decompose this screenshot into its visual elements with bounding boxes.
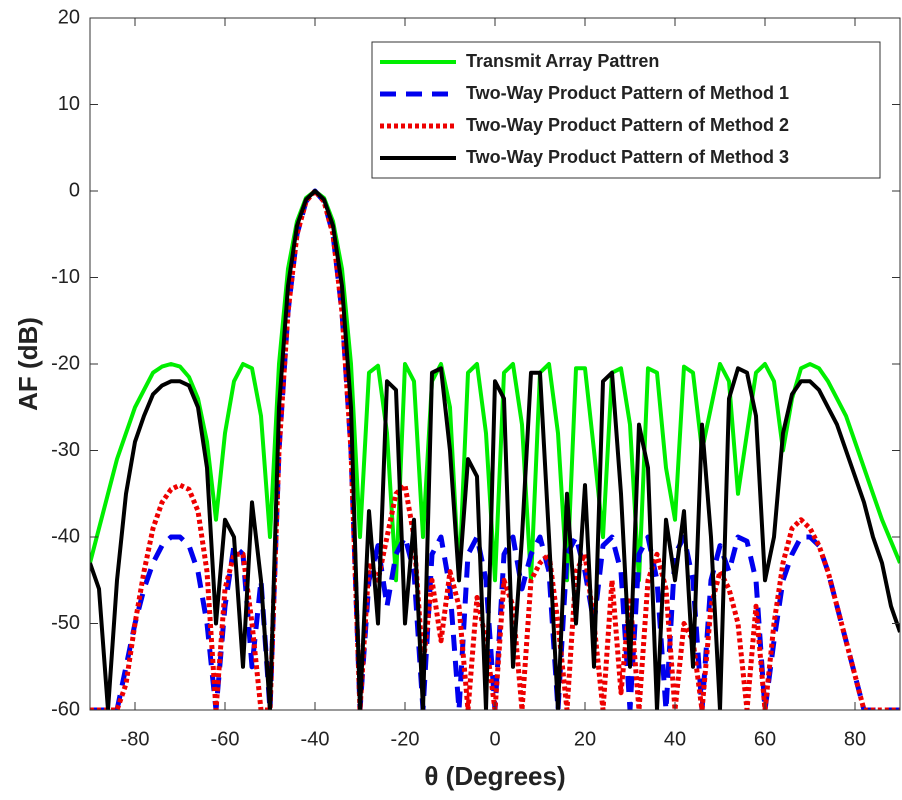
- legend-label: Transmit Array Pattren: [466, 51, 659, 71]
- y-tick-label: -60: [51, 698, 80, 720]
- y-tick-label: -40: [51, 525, 80, 547]
- legend-label: Two-Way Product Pattern of Method 3: [466, 147, 789, 167]
- y-tick-label: -30: [51, 439, 80, 461]
- y-tick-label: 20: [58, 6, 80, 28]
- y-axis-label: AF (dB): [13, 317, 43, 411]
- series-line: [90, 189, 900, 710]
- plot-lines: [90, 188, 900, 710]
- x-axis-label: θ (Degrees): [424, 761, 565, 791]
- legend-box: [371, 41, 881, 179]
- x-tick-label: -40: [301, 728, 330, 750]
- x-tick-label: 40: [664, 728, 686, 750]
- x-tick-label: -80: [121, 728, 150, 750]
- x-tick-label: -60: [211, 728, 240, 750]
- x-tick-label: 20: [574, 728, 596, 750]
- x-tick-label: 80: [844, 728, 866, 750]
- y-tick-label: 0: [69, 179, 80, 201]
- y-tick-label: -20: [51, 352, 80, 374]
- x-tick-label: 60: [754, 728, 776, 750]
- y-tick-label: -50: [51, 612, 80, 634]
- y-tick-label: -10: [51, 266, 80, 288]
- legend-label: Two-Way Product Pattern of Method 2: [466, 115, 789, 135]
- x-tick-label: 0: [489, 728, 500, 750]
- legend-label: Two-Way Product Pattern of Method 1: [466, 83, 789, 103]
- y-tick-label: 10: [58, 93, 80, 115]
- x-tick-label: -20: [391, 728, 420, 750]
- series-line: [90, 189, 900, 583]
